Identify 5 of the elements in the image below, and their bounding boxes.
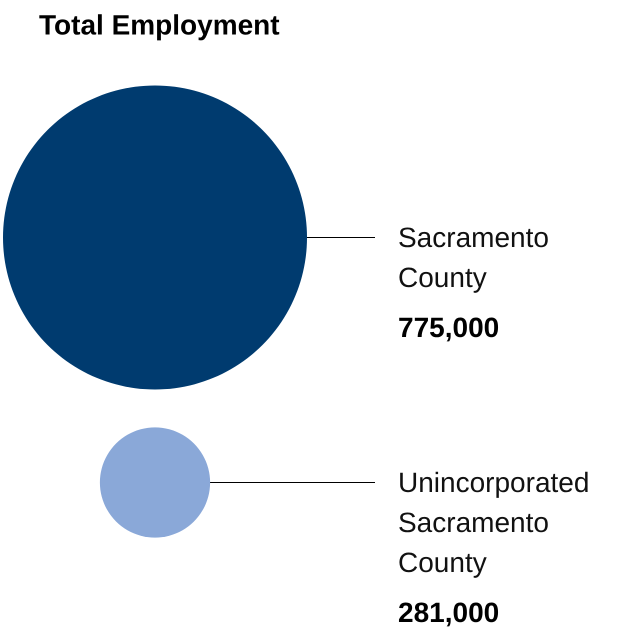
category-label: Unincorporated Sacramento County [398,467,598,578]
data-label: 281,000 [398,597,500,628]
text: Total Employment [39,10,280,40]
data-label: 775,000 [398,312,500,343]
category-label: Sacramento County [398,222,557,293]
